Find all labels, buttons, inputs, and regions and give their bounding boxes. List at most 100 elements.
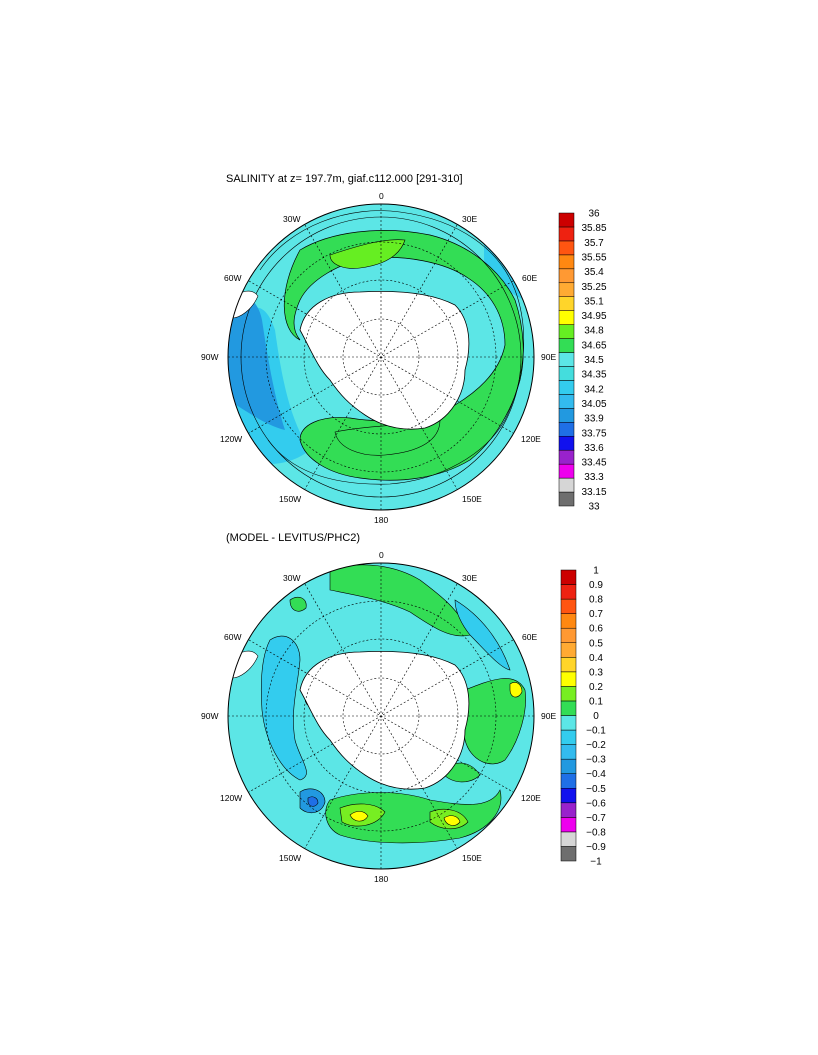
panel-difference: (MODEL - LEVITUS/PHC2) <box>201 532 606 884</box>
lon-label-90e: 90E <box>541 711 556 721</box>
colorbar-tick-label: −1 <box>590 857 602 868</box>
lon-label-30w: 30W <box>283 214 300 224</box>
colorbar-swatch <box>558 449 575 465</box>
map-border <box>227 562 535 870</box>
colorbar-swatch <box>560 817 577 833</box>
negative-anomaly-region <box>260 635 307 781</box>
polar-map <box>228 204 534 510</box>
map-border <box>227 203 535 511</box>
colorbar-tick-label: −0.7 <box>586 813 606 824</box>
colorbar-tick-label: 34.65 <box>581 340 606 351</box>
colorbar-tick-label: 0.4 <box>589 653 603 664</box>
colorbar-swatch <box>558 422 575 437</box>
colorbar-swatch <box>558 477 575 493</box>
lon-label-150w: 150W <box>279 853 301 863</box>
colorbar-tick-label: 33 <box>588 502 600 513</box>
colorbar-swatch <box>560 788 577 804</box>
positive-anomaly-region <box>325 789 502 844</box>
panel-title: SALINITY at z= 197.7m, giaf.c112.000 [29… <box>226 173 463 185</box>
lon-label-90w: 90W <box>201 711 218 721</box>
colorbar-tick-label: 34.05 <box>581 399 606 410</box>
colorbar-tick-label: 35.55 <box>581 252 606 263</box>
colorbar-swatch <box>560 598 577 614</box>
colorbar-swatch <box>560 758 577 774</box>
colorbar-swatch <box>560 569 577 585</box>
lon-label-180: 180 <box>374 874 388 884</box>
colorbar-tick-label: 35.85 <box>581 223 606 234</box>
low-salinity-region-east <box>484 240 525 300</box>
acc-salinity-band <box>283 230 524 481</box>
colorbar-tick-label: 0.8 <box>589 595 603 606</box>
colorbar-tick-label: 0.3 <box>589 667 603 678</box>
colorbar-tick-label: 0.2 <box>589 682 603 693</box>
graticule <box>228 563 534 869</box>
lon-label-0: 0 <box>379 550 384 560</box>
colorbar-tick-label: 0.9 <box>589 580 603 591</box>
colorbar-swatch <box>558 408 575 423</box>
lon-label-60w: 60W <box>224 632 241 642</box>
colorbar-swatch <box>560 642 577 658</box>
lon-label-30w: 30W <box>283 573 300 583</box>
graticule <box>228 204 534 510</box>
colorbar-swatch <box>558 435 575 451</box>
antarctica-landmass <box>299 290 470 430</box>
colorbar-swatch <box>560 657 577 673</box>
anomaly-peak <box>349 811 369 822</box>
colorbar-swatch <box>560 700 577 716</box>
colorbar-tick-label: 34.35 <box>581 370 606 381</box>
colorbar-tick-label: 1 <box>593 566 599 577</box>
contour-line <box>259 210 524 485</box>
colorbar-swatch <box>558 352 575 367</box>
colorbar-swatch <box>558 268 575 284</box>
lon-label-150e: 150E <box>462 853 482 863</box>
colorbar-swatch <box>560 613 577 629</box>
lon-label-30e: 30E <box>462 214 477 224</box>
colorbar-tick-label: 33.6 <box>584 443 604 454</box>
colorbar-tick-label: 33.3 <box>584 472 604 483</box>
polar-map <box>228 563 534 869</box>
colorbar-tick-label: −0.3 <box>586 755 606 766</box>
colorbar-tick-label: 0.5 <box>589 638 603 649</box>
colorbar-tick-label: 34.8 <box>584 326 604 337</box>
colorbar-tick-label: 35.4 <box>584 267 604 278</box>
colorbar-swatch <box>560 802 577 818</box>
colorbar-tick-label: 0.7 <box>589 609 603 620</box>
colorbar-swatch <box>560 773 577 789</box>
colorbar-swatch <box>558 282 575 297</box>
colorbar-tick-label: 0 <box>593 711 599 722</box>
colorbar-tick-label: −0.8 <box>586 827 606 838</box>
colorbar-swatch <box>558 380 575 395</box>
lon-label-60e: 60E <box>522 273 537 283</box>
colorbar-swatch <box>558 296 575 311</box>
colorbar-tick-label: 34.95 <box>581 311 606 322</box>
panel-title: (MODEL - LEVITUS/PHC2) <box>226 532 360 544</box>
colorbar-tick-label: 34.5 <box>584 355 604 366</box>
colorbar-tick-label: −0.1 <box>586 726 606 737</box>
positive-anomaly-patch <box>289 596 307 612</box>
panel-salinity: SALINITY at z= 197.7m, giaf.c112.000 [29… <box>201 173 607 525</box>
lon-label-120e: 120E <box>521 793 541 803</box>
colorbar-tick-label: 33.75 <box>581 428 606 439</box>
colorbar-swatch <box>560 846 577 862</box>
anomaly-peak <box>509 682 523 698</box>
lon-label-90e: 90E <box>541 352 556 362</box>
colorbar-swatch <box>560 686 577 702</box>
anomaly-peak <box>443 815 461 826</box>
lon-label-30e: 30E <box>462 573 477 583</box>
lon-label-180: 180 <box>374 515 388 525</box>
colorbar-swatch <box>560 744 577 760</box>
lon-label-150e: 150E <box>462 494 482 504</box>
colorbar-tick-label: 33.15 <box>581 487 606 498</box>
colorbar-swatch <box>558 240 575 256</box>
colorbar-tick-label: −0.4 <box>586 769 606 780</box>
colorbar-swatch <box>558 394 575 409</box>
lon-label-150w: 150W <box>279 494 301 504</box>
colorbar-swatch <box>560 729 577 745</box>
colorbar-swatch <box>560 831 577 847</box>
lon-label-60e: 60E <box>522 632 537 642</box>
lon-label-0: 0 <box>379 191 384 201</box>
colorbar-swatch <box>560 715 577 731</box>
colorbar-tick-label: 33.45 <box>581 458 606 469</box>
colorbar-swatch <box>558 366 575 381</box>
